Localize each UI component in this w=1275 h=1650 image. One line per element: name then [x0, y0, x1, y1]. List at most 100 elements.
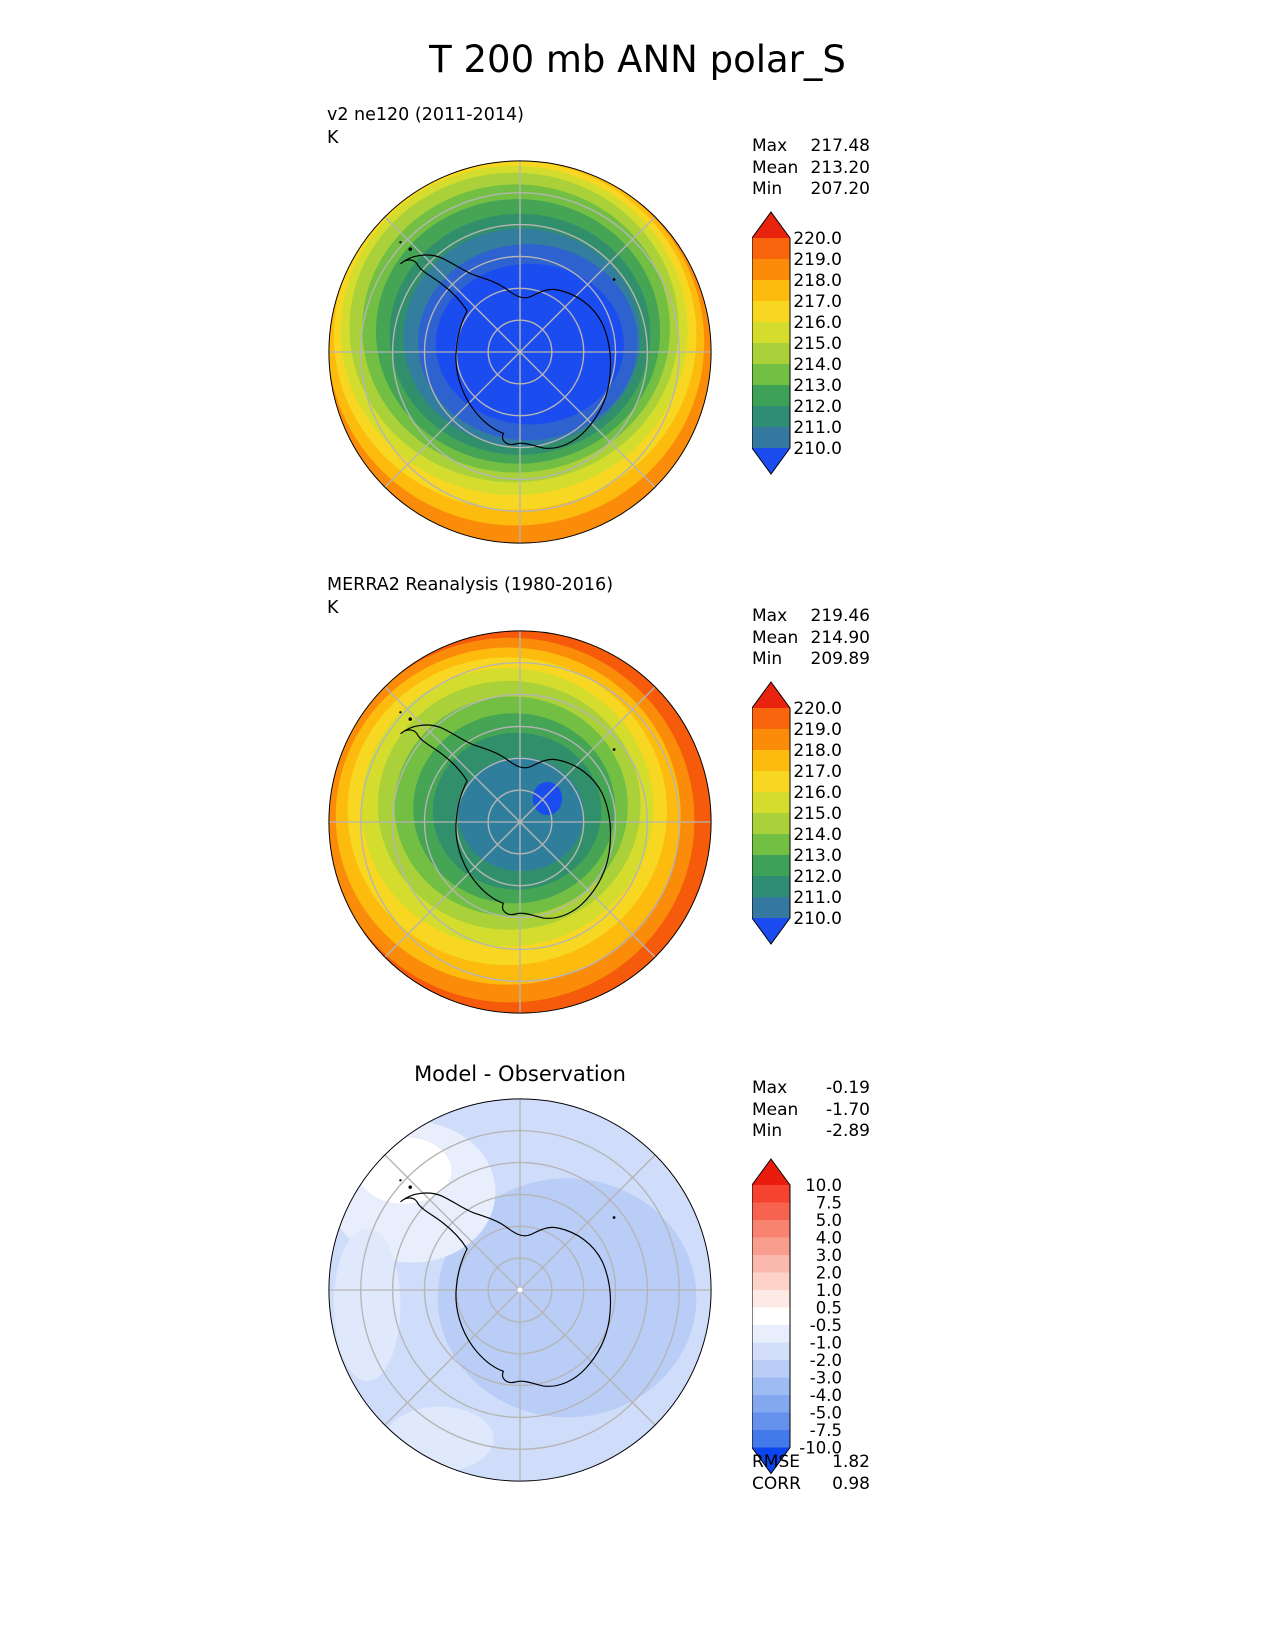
colorbar-tick-label: 211.0 [793, 418, 842, 438]
colorbar-tick-label: 211.0 [793, 888, 842, 908]
contour-band [437, 1178, 697, 1418]
figure-title: T 200 mb ANN polar_S [429, 38, 846, 81]
stat-label: Max [752, 606, 788, 626]
colorbar-segment [752, 343, 790, 364]
panel2-stats: Max 219.46 Mean 214.90 Min 209.89 [752, 606, 870, 671]
stat-value: 209.89 [810, 649, 870, 669]
colorbar-tick-label: 212.0 [793, 397, 842, 417]
colorbar-segment [752, 1325, 790, 1343]
panel2-units-label: K [327, 598, 339, 618]
colorbar-segment [752, 1220, 790, 1238]
colorbar-tick-label: 2.0 [816, 1264, 842, 1283]
stat-label: Max [752, 136, 788, 156]
colorbar-segment [752, 708, 790, 729]
colorbar-tick-label: 5.0 [816, 1211, 842, 1230]
graticule-line [384, 216, 656, 488]
colorbar-segment [752, 301, 790, 322]
contour-field [328, 630, 712, 1014]
colorbar-outline [752, 1158, 791, 1475]
colorbar-tick-label: 217.0 [793, 762, 842, 782]
colorbar-outline [752, 681, 791, 945]
stat-row: Max 217.48 [752, 136, 870, 158]
colorbar-tick-label: 210.0 [793, 439, 842, 459]
panel1-stats: Max 217.48 Mean 213.20 Min 207.20 [752, 136, 870, 201]
colorbar-segment [752, 448, 790, 474]
colorbar-tick-label: 216.0 [793, 313, 842, 333]
colorbar-segment [752, 1430, 790, 1448]
island-dot [612, 748, 616, 751]
panel2-header: MERRA2 Reanalysis (1980-2016) K [327, 574, 613, 620]
contour-band [532, 781, 563, 816]
colorbar-segment [752, 1360, 790, 1378]
contour-field [328, 160, 712, 544]
metric-row: RMSE 1.82 [752, 1452, 870, 1474]
stat-label: Mean [752, 157, 799, 178]
colorbar-segment [752, 834, 790, 855]
panel1-dataset-label: v2 ne120 (2011-2014) [327, 105, 524, 125]
colorbar-segment [752, 1447, 790, 1474]
colorbar-tick-label: -2.0 [810, 1351, 842, 1370]
antarctica-coastline [400, 724, 612, 919]
colorbar-segment [752, 897, 790, 918]
colorbar-tick-label: 210.0 [793, 909, 842, 929]
stat-row: Max -0.19 [752, 1078, 870, 1100]
colorbar-tick-label: 4.0 [816, 1229, 842, 1248]
colorbar-tick-label: 213.0 [793, 376, 842, 396]
map-boundary [328, 630, 712, 1014]
graticule [328, 630, 712, 1014]
contour-field [328, 1098, 712, 1482]
graticule [328, 160, 712, 544]
colorbar-tick-label: 219.0 [793, 720, 842, 740]
colorbar-tick-label: 220.0 [793, 699, 842, 719]
colorbar-segment [752, 729, 790, 750]
colorbar-segment [752, 876, 790, 897]
colorbar-segment [752, 792, 790, 813]
island-dot [408, 717, 413, 721]
panel3-stats: Max -0.19 Mean -1.70 Min -2.89 [752, 1078, 870, 1143]
colorbar-segment [752, 1255, 790, 1273]
colorbar-segment [752, 750, 790, 771]
panel3-colorbar: 10.0 7.5 5.0 4.0 3.0 2.0 1.0 0.5 -0.5 -1… [752, 1158, 842, 1475]
colorbar-tick-label: 7.5 [816, 1194, 842, 1213]
colorbar-tick-label: 219.0 [793, 250, 842, 270]
antarctica-coastline [400, 1192, 612, 1387]
island-dot [399, 711, 402, 714]
stat-value: 213.20 [810, 157, 870, 178]
metric-label: CORR [752, 1473, 801, 1494]
contour-band [385, 1406, 494, 1472]
stat-value: 207.20 [810, 179, 870, 199]
stat-value: -2.89 [826, 1121, 870, 1141]
colorbar-segment [752, 1272, 790, 1290]
stat-row: Mean -1.70 [752, 1100, 870, 1122]
panel1-colorbar: 220.0 219.0 218.0 217.0 216.0 215.0 214.… [752, 211, 842, 475]
colorbar-tick-label: -1.0 [810, 1334, 842, 1353]
colorbar-segment [752, 1412, 790, 1430]
panel2-dataset-label: MERRA2 Reanalysis (1980-2016) [327, 575, 614, 595]
graticule-line [384, 686, 656, 958]
island-dot [612, 278, 616, 281]
panel2-map [328, 630, 712, 1014]
island-dot [399, 1179, 402, 1182]
colorbar-tick-label: 10.0 [805, 1176, 842, 1195]
colorbar-tick-label: 214.0 [793, 355, 842, 375]
stat-value: 219.46 [810, 606, 870, 626]
colorbar-segment [752, 1307, 790, 1325]
colorbar-segment [752, 385, 790, 406]
colorbar-segment [752, 280, 790, 301]
colorbar-tick-label: 218.0 [793, 271, 842, 291]
panel1-header: v2 ne120 (2011-2014) K [327, 104, 524, 150]
colorbar-tick-label: 216.0 [793, 783, 842, 803]
colorbar-tick-label: 212.0 [793, 867, 842, 887]
panel3-map [328, 1098, 712, 1482]
colorbar-segment [752, 1395, 790, 1413]
stat-label: Min [752, 179, 783, 199]
colorbar-tick-label: 214.0 [793, 825, 842, 845]
colorbar-segment [752, 322, 790, 343]
map-boundary [328, 160, 712, 544]
map-boundary [328, 1098, 712, 1482]
island-dot [408, 247, 413, 251]
panel2-colorbar: 220.0 219.0 218.0 217.0 216.0 215.0 214.… [752, 681, 842, 945]
stat-value: -0.19 [826, 1078, 870, 1098]
colorbar-tick-label: 218.0 [793, 741, 842, 761]
